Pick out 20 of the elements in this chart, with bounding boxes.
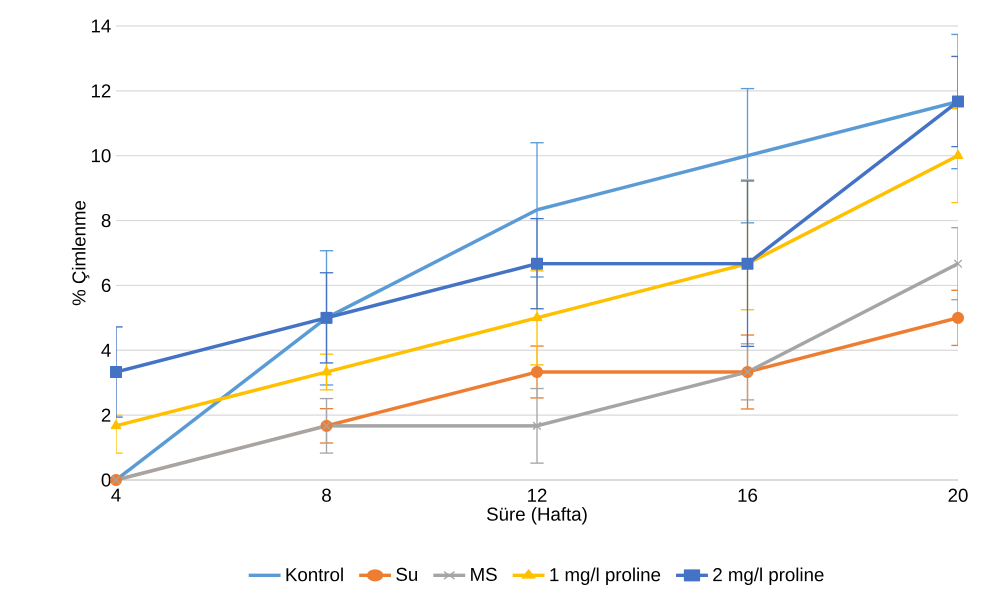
y-tick-label: 14 — [92, 20, 111, 32]
y-tick-label: 0 — [102, 473, 111, 487]
x-tick-label: 8 — [322, 488, 331, 502]
y-tick-label: 2 — [102, 408, 110, 422]
legend-label: 2 mg/l proline — [713, 568, 824, 585]
x-tick-label: 12 — [528, 488, 546, 502]
y-axis-title: % Çimlenme — [72, 200, 90, 306]
y-tick-label: 12 — [92, 84, 110, 98]
y-tick-label: 4 — [101, 344, 111, 357]
legend-label: 1 mg/l proline — [550, 568, 660, 585]
legend-label: Su — [396, 568, 418, 582]
x-tick-label: 4 — [111, 488, 121, 502]
legend-label: MS — [471, 568, 497, 582]
x-axis-title: Süre (Hafta) — [487, 507, 587, 524]
y-tick-label: 6 — [102, 278, 110, 292]
x-tick-label: 20 — [948, 488, 968, 502]
y-tick-label: 10 — [92, 149, 111, 162]
x-tick-label: 16 — [738, 488, 758, 502]
legend-label: Kontrol — [286, 568, 343, 582]
y-tick-label: 8 — [102, 214, 110, 228]
